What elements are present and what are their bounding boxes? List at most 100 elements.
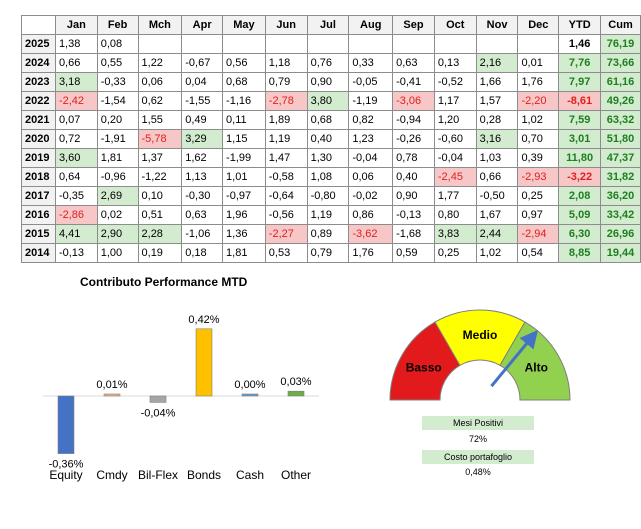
column-header: Mch: [137, 15, 183, 35]
ytd-cell: -8,61: [558, 91, 602, 111]
month-cell: 0,53: [264, 243, 308, 263]
month-cell: -2,27: [264, 224, 308, 244]
month-cell: 0,63: [181, 205, 224, 225]
month-cell: 0,66: [54, 53, 98, 73]
bar-value-label: 0,03%: [280, 376, 311, 388]
cumulative-cell: 33,42: [600, 205, 641, 225]
month-cell: 0,11: [222, 110, 266, 130]
month-cell: 2,16: [475, 53, 519, 73]
gauge-segment-label: Medio: [463, 328, 498, 342]
cumulative-cell: 26,96: [600, 224, 641, 244]
table-row: 2016 -2,86 0,02 0,51 0,63 1,96 -0,56 1,19 0,86 -0…: [21, 205, 641, 225]
table-row: 2017 -0,35 2,69 0,10 -0,30 -0,97 -0,64 -0,80 -0,…: [21, 186, 641, 206]
month-cell: -1,99: [222, 148, 266, 168]
category-label: Equity: [49, 468, 82, 482]
month-cell: 0,06: [348, 167, 394, 187]
month-cell: 1,66: [475, 72, 519, 92]
month-cell: 1,81: [96, 148, 139, 168]
month-cell: 1,23: [348, 129, 394, 149]
positive-months-label: Mesi Positivi: [422, 416, 534, 430]
month-cell: 1,37: [137, 148, 183, 168]
month-cell: -1,91: [96, 129, 139, 149]
month-cell: 1,08: [306, 167, 350, 187]
month-cell: -2,86: [54, 205, 98, 225]
column-header: Nov: [475, 15, 519, 35]
month-cell: 0,90: [392, 186, 435, 206]
month-cell: 0,25: [433, 243, 477, 263]
month-cell: -2,78: [264, 91, 308, 111]
month-cell: 0,90: [306, 72, 350, 92]
month-cell: 0,68: [222, 72, 266, 92]
ytd-cell: 6,30: [558, 224, 602, 244]
category-label: Bil-Flex: [138, 468, 178, 482]
year-cell: 2019: [21, 148, 56, 168]
year-cell: 2018: [21, 167, 56, 187]
ytd-cell: 5,09: [558, 205, 602, 225]
month-cell: 0,79: [306, 243, 350, 263]
month-cell: 0,08: [96, 34, 139, 54]
table-row: 2025 1,38 0,08 1,46 76,19: [21, 34, 641, 54]
month-cell: -0,04: [348, 148, 394, 168]
month-cell: 0,64: [54, 167, 98, 187]
month-cell: -2,93: [517, 167, 560, 187]
month-cell: -0,13: [54, 243, 98, 263]
month-cell: 3,83: [433, 224, 477, 244]
bar-value-label: 0,00%: [234, 379, 265, 391]
table-row: 2023 3,18 -0,33 0,06 0,04 0,68 0,79 0,90 -0,05 -0…: [21, 72, 641, 92]
column-header: Feb: [96, 15, 139, 35]
monthly-returns-table: Jan Feb Mch Apr May Jun Jul Aug Sep Oct Nov Dec YTD C…: [21, 15, 641, 263]
month-cell: 1,77: [433, 186, 477, 206]
month-cell: 0,33: [348, 53, 394, 73]
year-cell: 2022: [21, 91, 56, 111]
month-cell: -0,58: [264, 167, 308, 187]
month-cell: 0,62: [137, 91, 183, 111]
bar-cash: [241, 393, 259, 397]
month-cell: [181, 34, 224, 54]
ytd-cell: 7,97: [558, 72, 602, 92]
month-cell: 1,17: [433, 91, 477, 111]
month-cell: 0,39: [517, 148, 560, 168]
table-row: 2019 3,60 1,81 1,37 1,62 -1,99 1,47 1,30 -0,04 0,…: [21, 148, 641, 168]
month-cell: 0,72: [54, 129, 98, 149]
bar-value-label: 0,42%: [188, 314, 219, 326]
month-cell: -0,05: [348, 72, 394, 92]
month-cell: -0,97: [222, 186, 266, 206]
month-cell: 1,30: [306, 148, 350, 168]
month-cell: -0,35: [54, 186, 98, 206]
month-cell: 1,38: [54, 34, 98, 54]
table-row: 2014 -0,13 1,00 0,19 0,18 1,81 0,53 0,79 1,76 0,5…: [21, 243, 641, 263]
ytd-cell: 7,76: [558, 53, 602, 73]
month-cell: 1,19: [264, 129, 308, 149]
year-cell: 2021: [21, 110, 56, 130]
month-cell: 1,67: [475, 205, 519, 225]
month-cell: 0,97: [517, 205, 560, 225]
month-cell: -0,33: [96, 72, 139, 92]
month-cell: 3,80: [306, 91, 350, 111]
month-cell: 0,01: [517, 53, 560, 73]
year-cell: 2016: [21, 205, 56, 225]
month-cell: -1,55: [181, 91, 224, 111]
month-cell: [475, 34, 519, 54]
month-cell: -1,16: [222, 91, 266, 111]
month-cell: 1,01: [222, 167, 266, 187]
year-cell: 2025: [21, 34, 56, 54]
month-cell: -0,26: [392, 129, 435, 149]
month-cell: -0,67: [181, 53, 224, 73]
month-cell: [222, 34, 266, 54]
month-cell: 1,81: [222, 243, 266, 263]
table-row: 2022 -2,42 -1,54 0,62 -1,55 -1,16 -2,78 3,80 -1,…: [21, 91, 641, 111]
category-label: Cash: [236, 468, 264, 482]
month-cell: -2,94: [517, 224, 560, 244]
month-cell: 3,29: [181, 129, 224, 149]
year-cell: 2024: [21, 53, 56, 73]
month-cell: 0,07: [54, 110, 98, 130]
month-cell: -0,41: [392, 72, 435, 92]
month-cell: 1,96: [222, 205, 266, 225]
month-cell: 1,89: [264, 110, 308, 130]
month-cell: [348, 34, 394, 54]
month-cell: 2,44: [475, 224, 519, 244]
month-cell: 3,18: [54, 72, 98, 92]
ytd-cell: 11,80: [558, 148, 602, 168]
month-cell: -5,78: [137, 129, 183, 149]
month-cell: 1,22: [137, 53, 183, 73]
